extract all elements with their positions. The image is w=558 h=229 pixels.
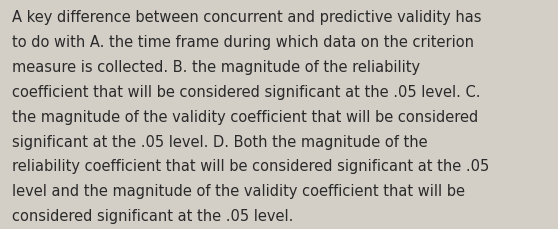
Text: the magnitude of the validity coefficient that will be considered: the magnitude of the validity coefficien…	[12, 109, 479, 124]
Text: reliability coefficient that will be considered significant at the .05: reliability coefficient that will be con…	[12, 159, 489, 174]
Text: to do with A. the time frame during which data on the criterion: to do with A. the time frame during whic…	[12, 35, 474, 50]
Text: measure is collected. B. the magnitude of the reliability: measure is collected. B. the magnitude o…	[12, 60, 420, 75]
Text: considered significant at the .05 level.: considered significant at the .05 level.	[12, 208, 294, 223]
Text: A key difference between concurrent and predictive validity has: A key difference between concurrent and …	[12, 10, 482, 25]
Text: level and the magnitude of the validity coefficient that will be: level and the magnitude of the validity …	[12, 183, 465, 198]
Text: significant at the .05 level. D. Both the magnitude of the: significant at the .05 level. D. Both th…	[12, 134, 428, 149]
Text: coefficient that will be considered significant at the .05 level. C.: coefficient that will be considered sign…	[12, 85, 481, 99]
